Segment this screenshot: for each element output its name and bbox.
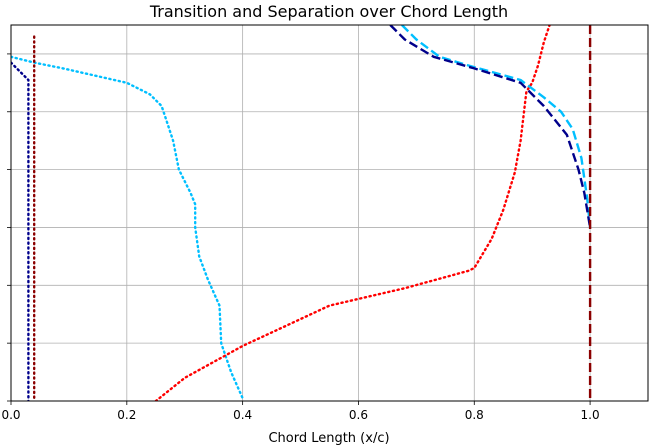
series-line-2-dotted xyxy=(11,61,30,401)
x-tick-label: 0.0 xyxy=(1,408,20,422)
series-line-5-dashed xyxy=(401,25,592,228)
chart-title: Transition and Separation over Chord Len… xyxy=(149,2,508,21)
series-line-1-dotted xyxy=(11,55,244,400)
x-tick-label: 0.2 xyxy=(117,408,136,422)
x-tick-label: 0.6 xyxy=(349,408,368,422)
x-axis-label: Chord Length (x/c) xyxy=(268,431,389,446)
x-tick-label: 0.8 xyxy=(465,408,484,422)
plot-frame xyxy=(10,24,649,402)
x-axis: 0.0 0.2 0.4 0.6 0.8 1.0 xyxy=(1,401,600,422)
x-tick-label: 1.0 xyxy=(581,408,600,422)
y-axis xyxy=(7,53,11,402)
series-layer xyxy=(11,25,592,401)
x-tick-label: 0.4 xyxy=(233,408,252,422)
series-line-6-dashed xyxy=(389,25,592,228)
series-line-4-dotted xyxy=(154,25,551,401)
